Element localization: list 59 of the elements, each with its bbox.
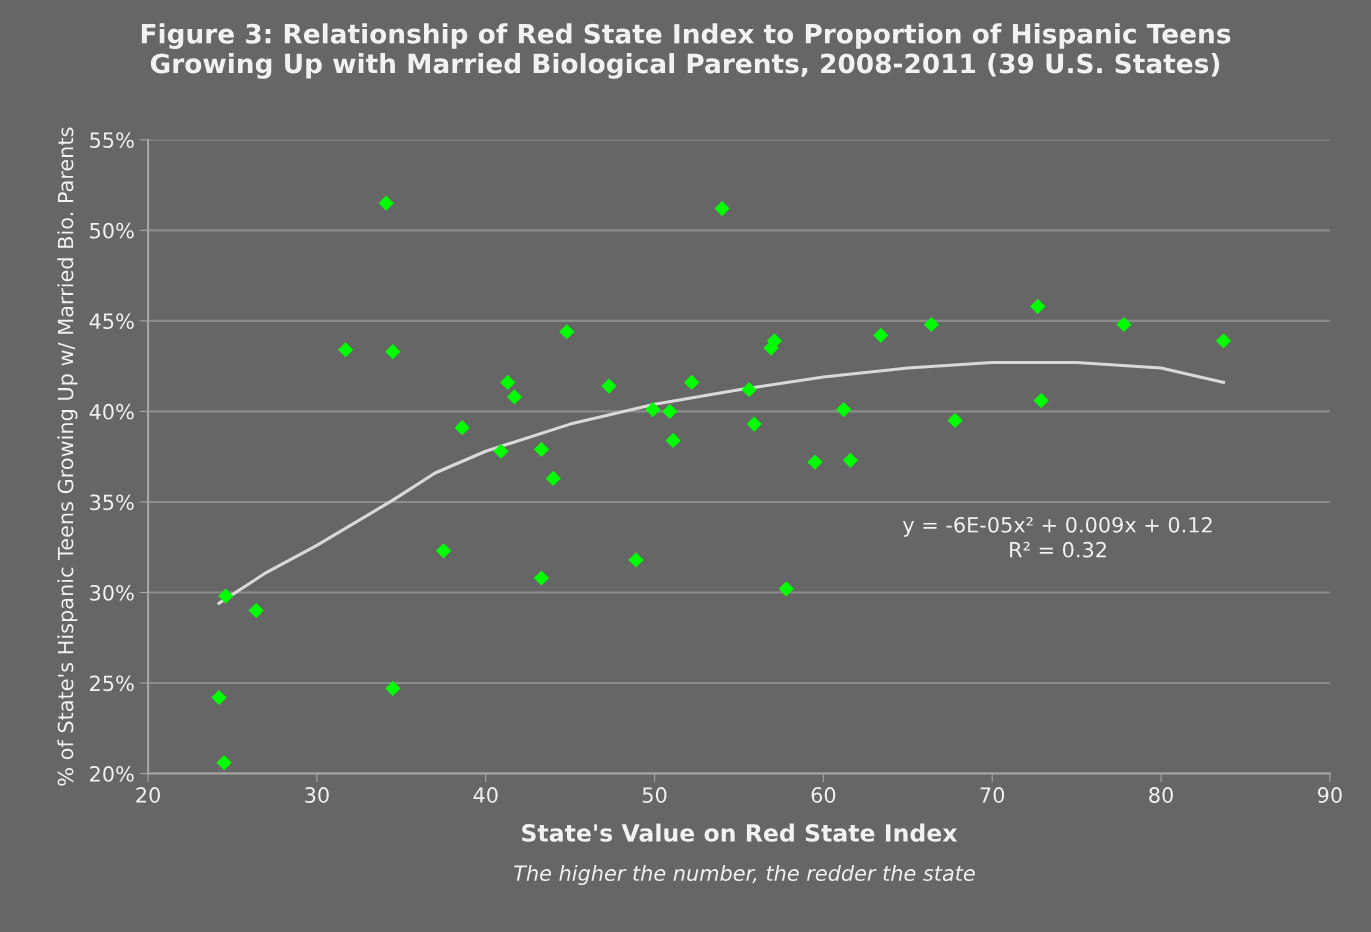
x-tick-label: 80 (1149, 787, 1173, 803)
point (842, 452, 858, 468)
point (601, 378, 617, 394)
annotation: y = -6E-05x² + 0.009x + 0.12 R² = 0.32 (902, 516, 1212, 558)
point (684, 374, 700, 391)
point (807, 454, 823, 470)
point (1116, 316, 1132, 333)
y-tick-label: 50% (90, 222, 134, 239)
point (385, 680, 401, 697)
y-tick-label: 45% (89, 313, 134, 330)
y-axis-title: % of State's Hispanic Teens Growing Up w/ Married Bio. Parents (57, 127, 78, 786)
x-tick-label: 60 (811, 787, 836, 803)
point (923, 316, 940, 333)
point (337, 342, 354, 358)
y-tick-label: 30% (90, 584, 134, 601)
point (559, 324, 575, 340)
point (1215, 333, 1232, 349)
point (836, 401, 852, 418)
x-tick-label: 90 (1317, 787, 1342, 803)
x-tick-label: 50 (642, 787, 667, 803)
point (1033, 392, 1049, 409)
x-tick-label: 70 (980, 787, 1005, 803)
x-tick-label: 30 (305, 787, 329, 803)
point (218, 588, 234, 604)
point (533, 570, 550, 586)
point (378, 195, 394, 211)
point (500, 374, 516, 391)
y-tick-label: 25% (90, 675, 134, 692)
point (533, 441, 550, 458)
y-tick-label: 35% (90, 494, 134, 511)
point (493, 443, 509, 459)
point (454, 420, 470, 436)
x-tick-label: 20 (136, 787, 160, 803)
point (248, 602, 264, 619)
point (665, 432, 681, 448)
point (211, 689, 227, 706)
point (645, 401, 661, 418)
point (385, 344, 401, 360)
point (662, 403, 678, 420)
point (435, 543, 452, 559)
point (1030, 298, 1046, 314)
point (714, 201, 730, 217)
point (746, 416, 762, 432)
point (741, 382, 757, 398)
text: The higher the number, the redder the state (514, 864, 975, 886)
point (778, 581, 794, 597)
y-tick-label: 40% (89, 403, 134, 420)
y-tick-label: 20% (90, 766, 134, 782)
line-series (217, 360, 1226, 605)
point (545, 470, 561, 487)
chart-title: Figure 3: Relationship of Red State Index to Proportion of Hispanic Teens Growing Up with Married Biological Parents, 2008-2011 (39 U.S. States) (141, 23, 1231, 79)
point (873, 327, 889, 343)
x-tick-label: 40 (473, 787, 498, 803)
point (947, 412, 963, 429)
point (216, 755, 232, 771)
point (628, 552, 644, 568)
x-axis-title: State's Value on Red State Index (522, 823, 958, 842)
y-tick-label: 55% (90, 132, 134, 149)
point (506, 389, 523, 405)
